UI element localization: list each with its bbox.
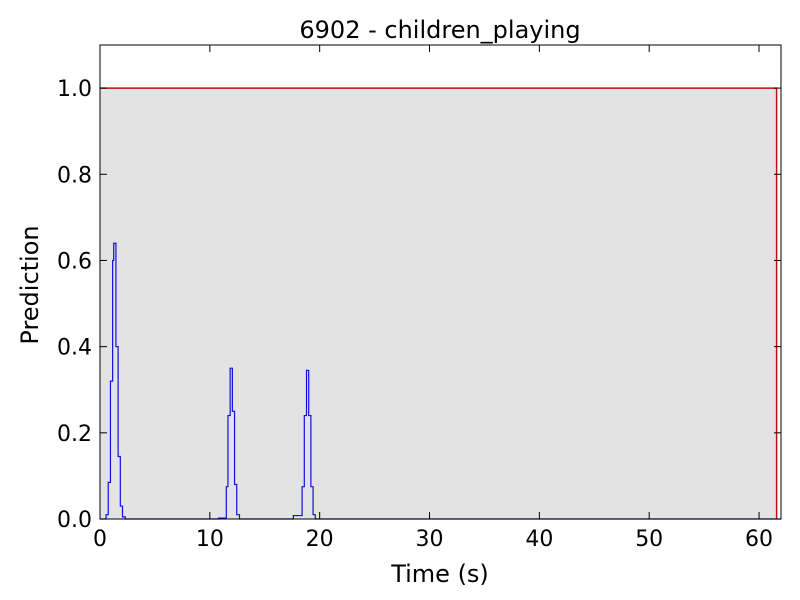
plot-area [100,87,781,520]
y-tick-label: 1.0 [57,77,92,102]
x-tick-label: 40 [525,527,553,552]
x-tick-label: 10 [196,527,224,552]
y-tick-label: 0.0 [57,508,92,533]
y-axis-title: Prediction [16,225,44,344]
x-tick-label: 30 [416,527,444,552]
y-tick-label: 0.2 [57,422,92,447]
prediction-line [100,242,781,520]
y-tick-label: 0.8 [57,163,92,188]
x-tick-label: 60 [745,527,773,552]
y-tick-label: 0.6 [57,249,92,274]
y-tick-label: 0.4 [57,336,92,361]
axes: 0 10 20 30 40 50 60 0.0 0.2 0.4 0.6 0.8 1.0 [57,44,782,552]
ground-truth-area [100,88,777,519]
x-tick-label: 20 [306,527,334,552]
x-tick-label: 0 [93,527,107,552]
x-axis-title: Time (s) [390,560,489,588]
chart-title: 6902 - children_playing [299,16,580,44]
x-tick-label: 50 [635,527,663,552]
plot-frame [99,44,782,520]
